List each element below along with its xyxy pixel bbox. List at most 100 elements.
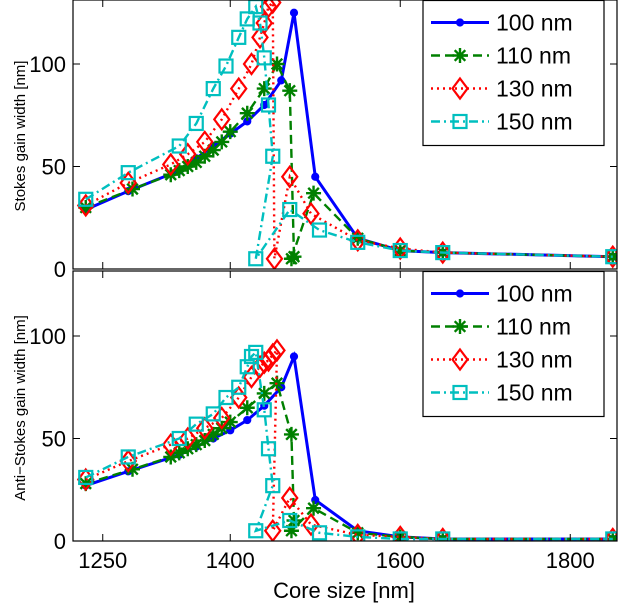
anti-stokes-y-axis-label: Anti−Stokes gain width [nm] xyxy=(12,315,29,501)
anti-stokes-x-tick-label-3: 1800 xyxy=(546,548,595,573)
anti-stokes-axes-box xyxy=(72,270,618,542)
stokes-series-2-point-15 xyxy=(348,228,367,253)
anti-stokes-y-tick-label-1: 50 xyxy=(42,427,66,452)
anti-stokes-series-2-point-11 xyxy=(263,342,282,367)
anti-stokes-series-1-point-3 xyxy=(171,445,187,461)
anti-stokes-series-3-point-19 xyxy=(605,531,617,541)
anti-stokes-series-3-point-0 xyxy=(78,469,94,486)
anti-stokes-series-1-point-11 xyxy=(256,385,272,401)
anti-stokes-series-line-2 xyxy=(85,347,613,541)
anti-stokes-legend-label-0: 100 nm xyxy=(496,281,573,307)
anti-stokes-series-2-point-19 xyxy=(603,527,617,541)
stokes-series-1-point-16 xyxy=(306,185,322,201)
stokes-series-3-point-4 xyxy=(205,80,221,97)
stokes-series-3-point-6 xyxy=(231,29,247,45)
anti-stokes-series-0-point-6 xyxy=(243,415,252,425)
anti-stokes-series-2-point-3 xyxy=(178,426,197,451)
stokes-series-2-point-13 xyxy=(280,164,299,189)
stokes-series-1-point-12 xyxy=(269,56,285,72)
stokes-series-2-point-2 xyxy=(161,152,180,177)
stokes-series-2-point-17 xyxy=(433,240,452,265)
anti-stokes-x-tick-label-1: 1400 xyxy=(206,548,255,573)
stokes-series-3-point-9 xyxy=(252,15,268,31)
anti-stokes-legend-marker-3 xyxy=(452,384,468,401)
anti-stokes-series-1-point-15 xyxy=(283,523,299,539)
stokes-legend-marker-0 xyxy=(455,18,465,27)
stokes-series-1-point-9 xyxy=(222,124,238,140)
anti-stokes-series-2-point-16 xyxy=(348,523,367,541)
stokes-series-3-point-14 xyxy=(282,201,298,218)
anti-stokes-series-2-point-4 xyxy=(195,416,214,441)
stokes-series-2-point-7 xyxy=(242,52,261,76)
stokes-series-3-point-2 xyxy=(171,138,187,154)
stokes-y-tick-label-2: 100 xyxy=(29,52,66,77)
anti-stokes-series-2-point-15 xyxy=(302,512,320,537)
anti-stokes-series-3-point-15 xyxy=(311,525,328,541)
anti-stokes-series-3-point-1 xyxy=(120,449,136,465)
stokes-series-3-point-19 xyxy=(605,249,617,265)
stokes-series-1-point-11 xyxy=(256,81,272,97)
anti-stokes-series-3-point-12 xyxy=(265,478,281,494)
anti-stokes-series-3-point-11 xyxy=(260,441,277,457)
stokes-series-3-point-1 xyxy=(120,165,136,181)
stokes-series-3-point-0 xyxy=(78,191,94,207)
stokes-series-3-point-16 xyxy=(350,234,366,250)
stokes-series-2-point-16 xyxy=(391,236,410,261)
anti-stokes-series-3-point-16 xyxy=(350,529,366,541)
anti-stokes-series-1-point-6 xyxy=(197,433,213,449)
anti-stokes-series-1-point-5 xyxy=(188,437,204,453)
stokes-series-1-point-5 xyxy=(188,154,204,170)
anti-stokes-legend-label-2: 130 nm xyxy=(496,347,573,373)
stokes-series-3-point-5 xyxy=(218,58,234,74)
stokes-series-3-point-15 xyxy=(311,222,328,238)
stokes-series-1-point-18 xyxy=(392,243,408,259)
stokes-series-3-point-17 xyxy=(392,242,408,259)
stokes-series-1-point-3 xyxy=(171,163,187,179)
stokes-series-1-point-8 xyxy=(214,134,230,150)
anti-stokes-series-3-point-8 xyxy=(243,348,260,365)
stokes-series-line-2 xyxy=(85,0,613,260)
anti-stokes-series-2-point-14 xyxy=(280,486,299,510)
x-axis-label: Core size [nm] xyxy=(273,578,415,603)
stokes-series-3-point-12 xyxy=(265,148,281,164)
stokes-y-axis-label: Stokes gain width [nm] xyxy=(12,61,29,212)
stokes-series-2-point-18 xyxy=(603,244,617,269)
stokes-series-2-point-14 xyxy=(302,201,320,226)
anti-stokes-series-2-point-17 xyxy=(391,525,410,541)
stokes-series-1-point-13 xyxy=(282,83,298,99)
anti-stokes-series-3-point-4 xyxy=(205,406,221,422)
anti-stokes-series-1-point-16 xyxy=(306,500,322,516)
anti-stokes-legend-marker-2 xyxy=(451,347,469,372)
anti-stokes-series-2 xyxy=(76,338,617,541)
stokes-legend-label-2: 130 nm xyxy=(496,76,573,102)
stokes-series-0-point-9 xyxy=(289,8,299,17)
anti-stokes-series-1-point-2 xyxy=(163,449,179,465)
stokes-y-tick-label-0: 0 xyxy=(54,257,66,282)
anti-stokes-x-tick-label-2: 1600 xyxy=(376,548,425,573)
anti-stokes-series-2-point-12 xyxy=(268,338,286,363)
stokes-series-2-point-8 xyxy=(251,25,269,50)
stokes-series-0-point-10 xyxy=(311,172,320,181)
stokes-series-1-point-15 xyxy=(283,251,299,267)
anti-stokes-series-3 xyxy=(78,344,617,541)
anti-stokes-legend-label-1: 110 nm xyxy=(496,314,571,340)
anti-stokes-series-3-point-2 xyxy=(171,430,187,447)
anti-stokes-series-3-point-6 xyxy=(231,379,247,395)
stokes-legend-label-3: 150 nm xyxy=(496,109,573,135)
anti-stokes-series-3-point-18 xyxy=(435,531,451,541)
anti-stokes-y-tick-label-2: 100 xyxy=(29,324,66,349)
anti-stokes-series-1-point-9 xyxy=(222,414,238,430)
anti-stokes-series-3-point-3 xyxy=(188,416,204,432)
anti-stokes-series-3-point-9 xyxy=(248,344,264,360)
stokes-legend: 100 nm 110 nm 130 nm 150 nm xyxy=(422,0,605,147)
anti-stokes-series-3-point-17 xyxy=(392,531,408,541)
anti-stokes-series-3-point-10 xyxy=(256,402,272,418)
anti-stokes-series-0-point-9 xyxy=(289,352,299,361)
stokes-series-2-point-6 xyxy=(229,76,248,101)
anti-stokes-legend-label-3: 150 nm xyxy=(496,380,573,406)
anti-stokes-series-3-point-5 xyxy=(218,389,234,406)
stokes-panel: 0 50 100 xyxy=(29,0,618,282)
anti-stokes-legend-marker-0 xyxy=(455,289,465,298)
anti-stokes-series-1-point-14 xyxy=(286,513,302,528)
anti-stokes-series-1-point-7 xyxy=(205,426,221,442)
